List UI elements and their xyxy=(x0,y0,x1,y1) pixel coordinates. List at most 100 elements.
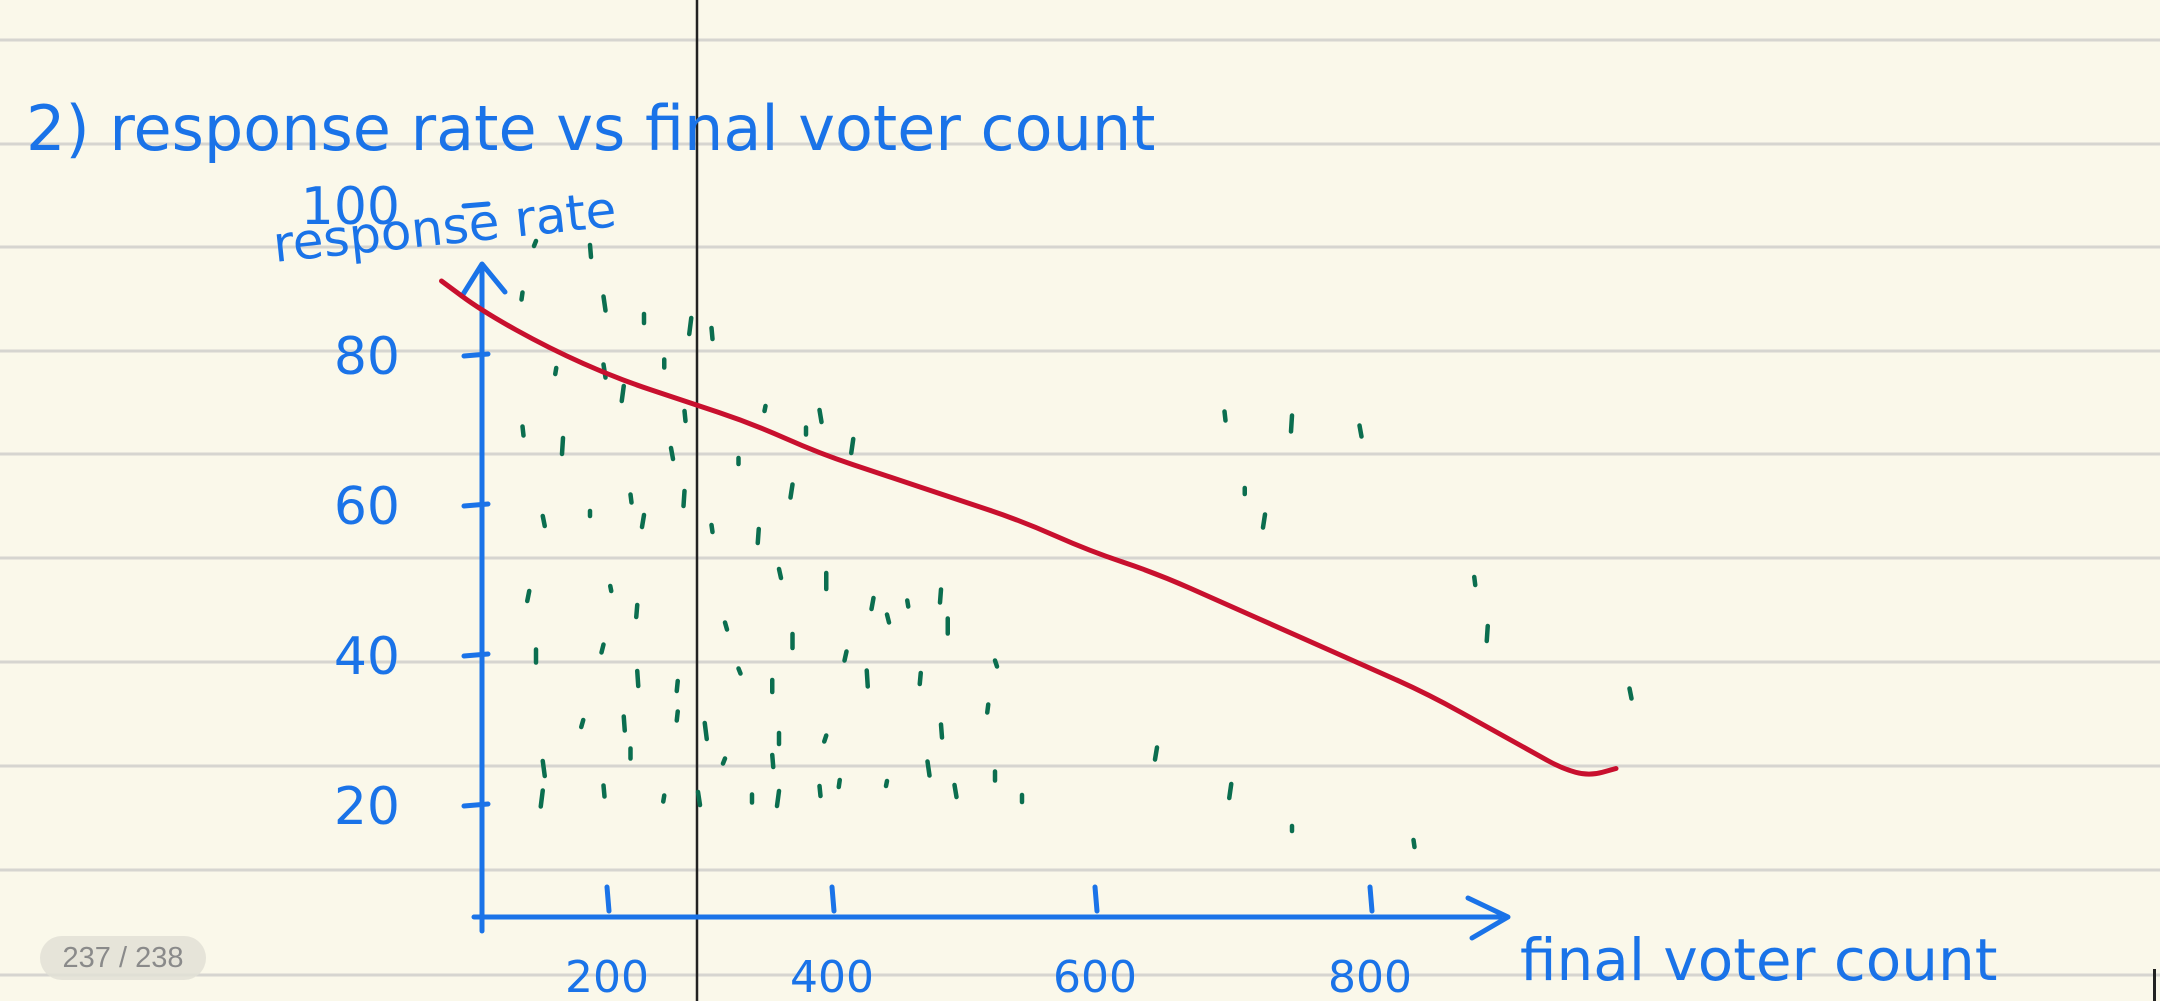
scatter-point xyxy=(553,365,559,377)
scatter-point xyxy=(1227,781,1234,801)
scatter-point xyxy=(621,714,627,733)
scatter-point xyxy=(788,482,795,500)
scatter-point xyxy=(1472,574,1478,588)
scatter-point xyxy=(722,620,730,632)
scatter-point xyxy=(822,733,829,744)
y-tick-label: 40 xyxy=(334,627,400,687)
scatter-point xyxy=(601,294,608,313)
scatter-point xyxy=(762,403,768,414)
scatter-point xyxy=(755,526,761,546)
x-tick-mark xyxy=(1367,884,1375,914)
scatter-point xyxy=(520,424,526,438)
x-tick-marks xyxy=(604,884,1375,914)
y-tick-mark xyxy=(461,501,491,509)
scatter-point xyxy=(628,492,634,505)
scatter-point xyxy=(608,583,614,594)
scatter-point xyxy=(1627,686,1634,701)
chart-title: 2) response rate vs final voter count xyxy=(26,92,1155,165)
scatter-point xyxy=(842,649,849,663)
scatter-point xyxy=(682,408,688,424)
x-tick-label: 600 xyxy=(1053,952,1137,1001)
scroll-caret xyxy=(2153,969,2156,1001)
y-tick-label: 80 xyxy=(334,327,400,387)
scatter-point xyxy=(559,435,566,457)
scatter-point xyxy=(884,612,892,625)
scatter-point xyxy=(1484,623,1490,644)
y-tick-label: 20 xyxy=(334,777,400,837)
scatter-point xyxy=(661,793,667,804)
x-axis-label: final voter count xyxy=(1520,926,1998,994)
scatter-point xyxy=(836,777,842,790)
scatter-point xyxy=(525,588,532,604)
scatter-point xyxy=(599,642,606,655)
scatter-point xyxy=(736,666,743,676)
trend-line xyxy=(439,278,1619,777)
y-tick-mark xyxy=(461,801,491,809)
scatter-point xyxy=(770,752,776,770)
scatter-point xyxy=(817,407,824,425)
scatter-point xyxy=(634,602,640,620)
x-tick-label: 800 xyxy=(1328,952,1412,1001)
scatter-point xyxy=(540,758,547,779)
scatter-point xyxy=(635,668,641,689)
scatter-point xyxy=(540,513,547,529)
scatter-point xyxy=(952,782,959,800)
scatter-point xyxy=(668,445,676,462)
scatter-point xyxy=(538,788,545,809)
scatter-point xyxy=(619,383,626,404)
x-tick-label: 200 xyxy=(565,952,649,1001)
scatter-point xyxy=(925,759,932,778)
scatter-point xyxy=(587,242,594,260)
scatter-point xyxy=(702,720,709,742)
scatter-point xyxy=(601,783,607,799)
scatter-point xyxy=(917,670,923,687)
x-tick-label: 400 xyxy=(790,952,874,1001)
x-tick-mark xyxy=(1092,884,1100,914)
y-tick-mark xyxy=(461,651,491,659)
scatter-point xyxy=(1357,423,1364,439)
scatter-point xyxy=(720,756,728,766)
scatter-point xyxy=(531,238,539,249)
y-axis-arrow xyxy=(459,261,508,299)
scatter-point xyxy=(695,789,703,808)
chart-axes xyxy=(459,261,1511,941)
scatter-point xyxy=(985,702,991,715)
scatter-point xyxy=(1288,413,1295,434)
scatter-point xyxy=(1411,837,1417,850)
scatter-point xyxy=(687,315,694,337)
x-tick-mark xyxy=(829,884,837,914)
y-tick-mark xyxy=(461,201,491,209)
x-tick-labels: 200 400 600 800 xyxy=(565,952,1412,1001)
scatter-point xyxy=(905,598,911,609)
scatter-point xyxy=(774,788,782,809)
y-tick-label: 60 xyxy=(334,477,400,537)
scatter-point xyxy=(869,595,876,612)
x-tick-mark xyxy=(604,884,612,914)
scatter-point xyxy=(681,488,687,509)
page-indicator: 237 / 238 xyxy=(40,936,206,980)
scatter-point xyxy=(1222,409,1228,423)
scatter-point xyxy=(639,512,647,530)
y-tick-labels: 20 40 60 80 100 xyxy=(301,177,400,837)
scatter-point xyxy=(1152,745,1160,762)
scatter-point xyxy=(709,522,715,535)
y-tick-label: 100 xyxy=(301,177,400,237)
scatter-points xyxy=(519,238,1634,850)
scatter-point xyxy=(937,587,944,605)
scatter-point xyxy=(883,778,890,789)
scatter-point xyxy=(938,722,945,740)
x-axis-arrow xyxy=(1465,895,1511,941)
scatter-point xyxy=(817,783,823,799)
scatter-point xyxy=(864,668,870,689)
y-tick-marks xyxy=(461,201,491,809)
scatter-point xyxy=(579,717,586,730)
scatter-point xyxy=(674,678,680,694)
scatter-point xyxy=(1260,512,1268,530)
scatter-point xyxy=(992,658,1000,669)
scatter-point xyxy=(519,290,525,302)
ruled-lines xyxy=(0,38,2160,977)
scatter-point xyxy=(674,709,680,723)
scatter-point xyxy=(776,566,784,581)
y-tick-mark xyxy=(461,351,491,359)
